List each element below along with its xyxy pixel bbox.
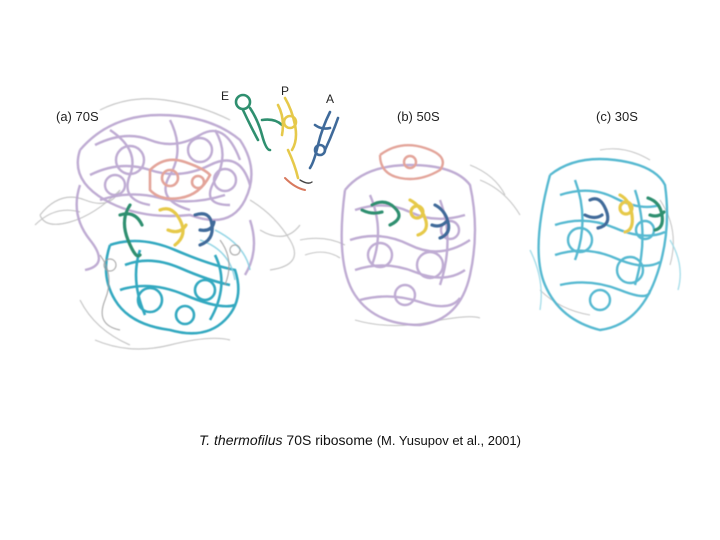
panel-label-70s: (a) 70S: [56, 109, 99, 124]
trna-site-a-label: A: [326, 92, 335, 106]
caption-reference: (M. Yusupov et al., 2001): [376, 433, 521, 448]
trna-site-e-label: E: [221, 89, 230, 103]
trna-site-p-label: P: [281, 84, 290, 98]
trna-inset: [234, 93, 340, 191]
panel-label-50s: (b) 50S: [397, 109, 440, 124]
panel-label-30s: (c) 30S: [596, 109, 638, 124]
caption-species: T. thermofilus: [199, 432, 283, 448]
structure-30s: [529, 148, 681, 332]
caption-description: 70S ribosome: [282, 432, 377, 448]
ribosome-figure: [34, 93, 681, 350]
structure-50s: [299, 144, 521, 327]
figure-caption: T. thermofilus 70S ribosome (M. Yusupov …: [0, 432, 720, 448]
structure-70s: [34, 98, 301, 350]
